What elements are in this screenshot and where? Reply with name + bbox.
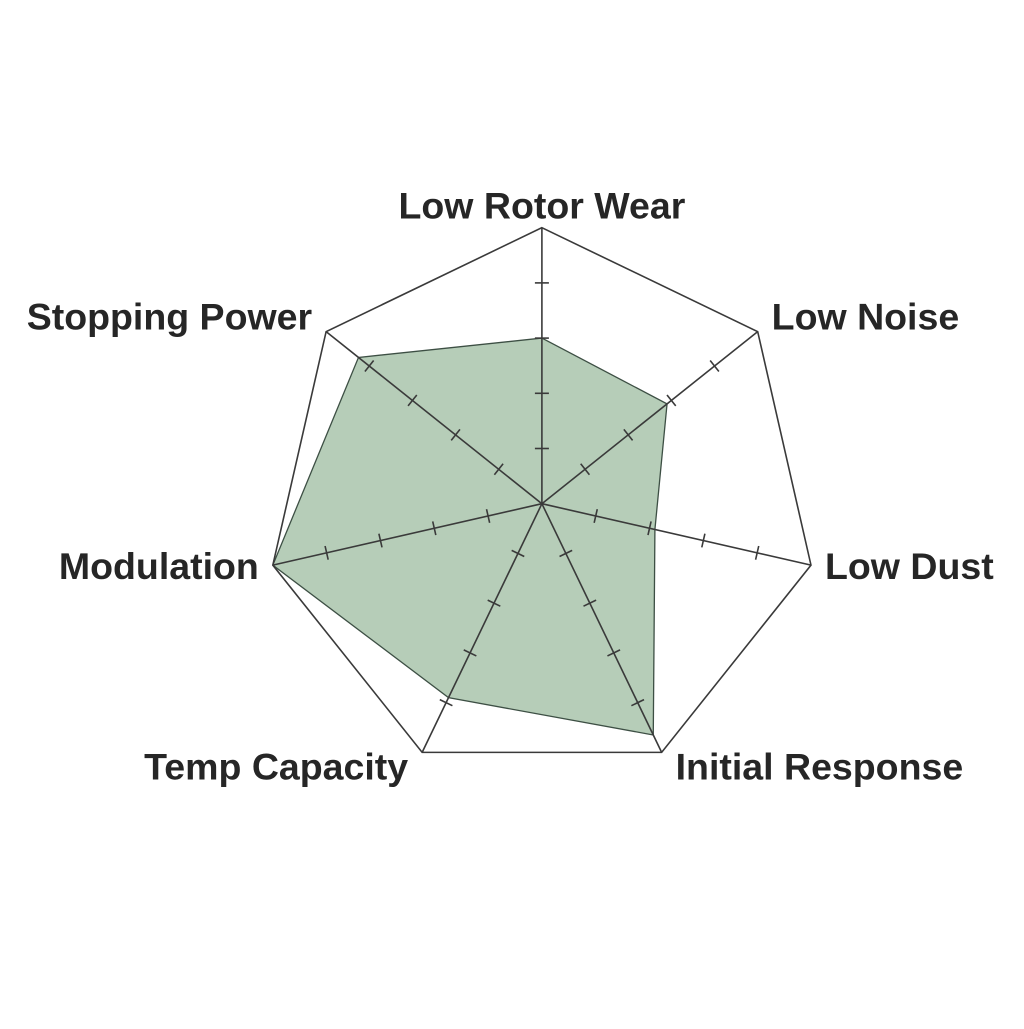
svg-text:Initial Response: Initial Response (676, 745, 964, 787)
svg-text:Low Noise: Low Noise (772, 296, 960, 338)
svg-text:Low Dust: Low Dust (825, 545, 994, 587)
svg-text:Modulation: Modulation (59, 545, 259, 587)
svg-text:Stopping Power: Stopping Power (27, 296, 313, 338)
svg-text:Temp Capacity: Temp Capacity (144, 745, 408, 787)
svg-text:Low Rotor Wear: Low Rotor Wear (398, 185, 685, 227)
